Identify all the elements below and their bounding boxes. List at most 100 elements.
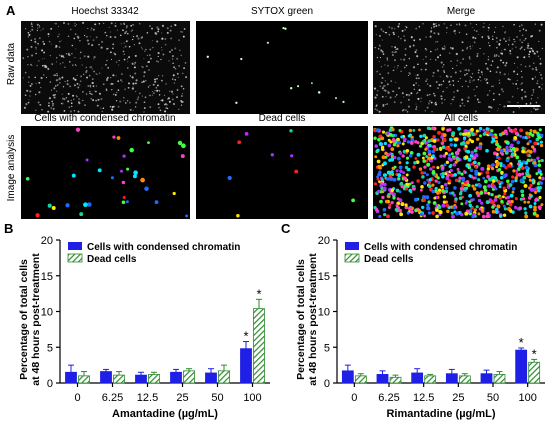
merge-nucleus	[488, 42, 490, 44]
merge-nucleus	[386, 103, 389, 105]
all-cell	[416, 179, 420, 183]
merge-nucleus	[384, 85, 386, 87]
hoechst-nucleus	[112, 43, 115, 46]
hoechst-nucleus	[64, 66, 66, 68]
all-cell	[441, 127, 445, 131]
condensed-cell	[112, 135, 116, 139]
all-cell	[482, 128, 486, 132]
sytox-spot	[290, 87, 293, 90]
all-cell	[397, 173, 402, 178]
all-cell	[474, 183, 478, 187]
merge-nucleus	[426, 78, 428, 80]
hoechst-nucleus	[77, 86, 80, 89]
all-cell	[510, 199, 514, 204]
condensed-cell	[71, 173, 76, 178]
all-cell	[533, 141, 538, 146]
all-cell	[485, 214, 490, 219]
all-cell	[451, 214, 455, 219]
merge-nucleus	[493, 98, 495, 101]
condensed-cell	[120, 169, 123, 173]
legend-swatch-condensed	[68, 242, 82, 250]
merge-nucleus	[521, 46, 523, 48]
merge-nucleus	[387, 72, 390, 75]
merge-nucleus	[381, 50, 384, 53]
sytox-spot	[297, 85, 300, 88]
hoechst-nucleus	[55, 61, 58, 63]
all-cell	[491, 200, 495, 205]
all-cell	[536, 186, 540, 190]
legend-label-dead: Dead cells	[364, 254, 414, 265]
hoechst-nucleus	[143, 58, 145, 60]
hoechst-nucleus	[65, 97, 68, 99]
all-cell	[422, 195, 426, 199]
all-cell	[458, 176, 462, 180]
hoechst-nucleus	[169, 90, 171, 92]
merge-nucleus	[438, 83, 441, 86]
merge-nucleus	[537, 97, 539, 99]
all-cell	[540, 159, 544, 163]
hoechst-nucleus	[117, 105, 120, 108]
all-cell	[440, 141, 445, 146]
merge-nucleus	[455, 52, 458, 56]
hoechst-nucleus	[182, 35, 185, 38]
all-cell	[413, 197, 418, 202]
all-cell	[477, 172, 481, 176]
hoechst-nucleus	[66, 79, 69, 82]
merge-nucleus	[415, 106, 418, 108]
merge-nucleus	[392, 70, 394, 72]
bar-condensed	[135, 374, 147, 384]
merge-nucleus	[472, 80, 474, 82]
hoechst-nucleus	[114, 22, 116, 24]
all-cell	[424, 136, 428, 140]
merge-nucleus	[478, 69, 480, 72]
all-cell	[508, 183, 513, 187]
hoechst-nucleus	[167, 98, 169, 100]
all-cell	[528, 204, 533, 209]
all-cell	[387, 206, 391, 209]
all-cell	[461, 184, 465, 188]
all-cell	[539, 172, 543, 176]
merge-nucleus	[473, 79, 475, 81]
condensed-cell	[97, 168, 102, 173]
merge-nucleus	[400, 70, 402, 73]
all-cell	[501, 195, 505, 199]
hoechst-nucleus	[93, 56, 96, 59]
all-cell	[404, 165, 409, 170]
all-cell	[407, 167, 411, 172]
hoechst-nucleus	[55, 85, 57, 87]
all-cell	[499, 161, 503, 166]
sytox-spot	[266, 41, 269, 44]
all-cell	[400, 202, 405, 207]
hoechst-nucleus	[58, 46, 61, 49]
hoechst-nucleus	[121, 73, 123, 75]
hoechst-nucleus	[110, 22, 113, 25]
x-tick-label: 6.25	[378, 392, 399, 404]
all-cell	[373, 136, 377, 140]
merge-nucleus	[476, 98, 479, 101]
hoechst-nucleus	[63, 110, 66, 112]
y-axis-label-line1: Percentage of total cells	[18, 259, 30, 380]
sytox-spot	[284, 27, 287, 30]
hoechst-nucleus	[132, 109, 134, 111]
merge-nucleus	[489, 70, 492, 73]
all-cell	[422, 133, 427, 138]
merge-nucleus	[495, 37, 498, 39]
merge-nucleus	[475, 24, 477, 26]
all-cell	[500, 148, 504, 153]
all-cell	[471, 132, 475, 137]
merge-nucleus	[400, 58, 402, 61]
all-cell	[381, 155, 386, 160]
merge-nucleus	[492, 85, 494, 88]
merge-nucleus	[503, 73, 506, 76]
merge-nucleus	[528, 53, 530, 56]
hoechst-nucleus	[78, 98, 81, 101]
merge-nucleus	[445, 75, 448, 77]
all-cell	[426, 203, 430, 207]
all-cell	[528, 139, 532, 144]
merge-nucleus	[533, 107, 535, 109]
all-cell	[421, 205, 425, 210]
all-cell	[441, 203, 446, 208]
merge-nucleus	[416, 55, 419, 58]
